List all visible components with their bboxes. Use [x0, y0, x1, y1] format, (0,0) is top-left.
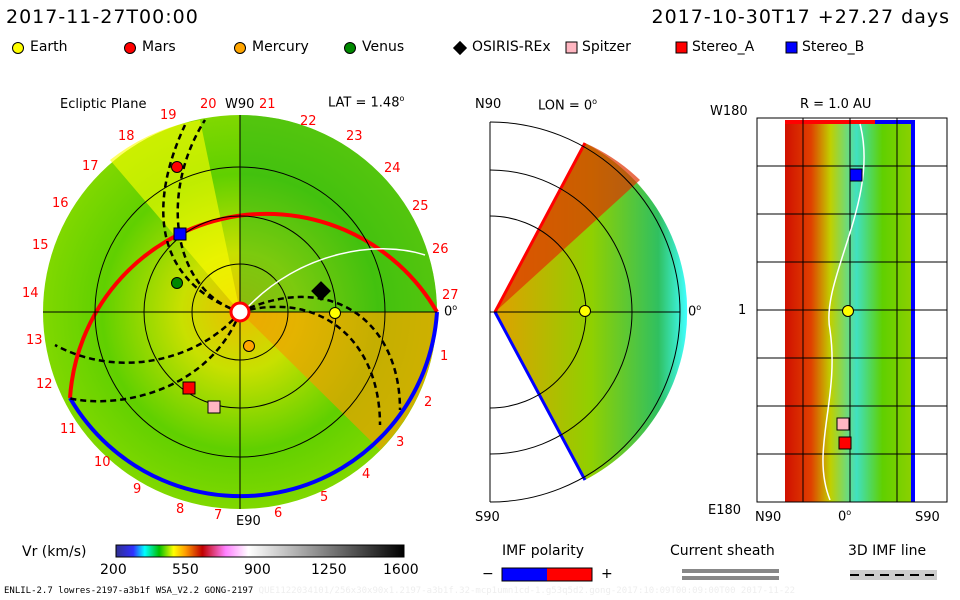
legend-earth: Earth	[30, 39, 68, 55]
n90-label: N90	[475, 97, 502, 112]
colorbar-tick: 200	[100, 562, 127, 578]
colorbar-tick: 550	[172, 562, 199, 578]
legend-mars: Mars	[142, 39, 176, 55]
radius-label: R = 1.0 AU	[800, 97, 872, 112]
colorbar-label: Vr (km/s)	[22, 544, 87, 560]
w180-label: W180	[710, 104, 748, 119]
carrington-day-label: 17	[82, 159, 99, 174]
footer-run-id: QUE1122034101/256x30x90x1.2197-a3b1f.32-…	[258, 586, 796, 596]
s90-label: S90	[475, 510, 500, 525]
legend-stereo-b: Stereo_B	[802, 39, 865, 55]
footer: ENLIL-2.7 lowres-2197-a3b1f WSA_V2.2 GON…	[4, 586, 795, 596]
legend-mercury: Mercury	[252, 39, 309, 55]
imf-line-label: 3D IMF line	[848, 543, 927, 559]
carrington-day-label: 5	[320, 490, 329, 505]
carrington-day-label: 11	[60, 422, 77, 437]
carrington-day-label: 10	[94, 455, 111, 470]
lon-label: LON = 0o	[538, 97, 598, 114]
imf-plus: +	[601, 566, 613, 582]
lat-label: LAT = 1.48o	[328, 94, 405, 111]
colorbar-tick: 1600	[383, 562, 419, 578]
e90-label: E90	[236, 514, 261, 529]
carrington-day-label: 22	[300, 114, 317, 129]
carrington-day-label: 20	[200, 97, 217, 112]
ecliptic-plane-panel	[43, 115, 439, 509]
legend-spitzer: Spitzer	[582, 39, 631, 55]
ecliptic-zero-label: 0o	[444, 303, 458, 320]
carrington-day-label: 4	[362, 467, 371, 482]
radial-x-0: 0o	[838, 508, 852, 525]
e180-label: E180	[708, 503, 742, 518]
meridional-zero-label: 0o	[688, 303, 702, 320]
legend-venus: Venus	[362, 39, 405, 55]
radial-mid-label: 1	[738, 303, 747, 318]
carrington-day-label: 9	[133, 482, 142, 497]
carrington-day-label: 15	[32, 238, 49, 253]
footer-model: ENLIL-2.7 lowres-2197-a3b1f WSA_V2.2 GON…	[4, 586, 254, 596]
imf-minus: −	[482, 566, 494, 582]
carrington-day-label: 13	[26, 333, 43, 348]
model-time: 2017-11-27T00:00	[6, 6, 199, 28]
carrington-day-label: 1	[440, 349, 449, 364]
colorbar	[115, 544, 405, 558]
legend-stereo-a: Stereo_A	[692, 39, 755, 55]
carrington-day-label: 2	[424, 395, 433, 410]
w90-label: W90	[225, 97, 255, 112]
carrington-day-label: 24	[384, 161, 401, 176]
carrington-day-label: 26	[432, 242, 449, 257]
imf-polarity-label: IMF polarity	[502, 543, 585, 559]
legend-osiris-rex: OSIRIS-REx	[472, 39, 551, 55]
colorbar-tick: 1250	[311, 562, 347, 578]
carrington-day-label: 6	[274, 506, 283, 521]
carrington-day-label: 27	[442, 288, 459, 303]
carrington-day-label: 23	[346, 129, 363, 144]
current-sheath-label: Current sheath	[670, 543, 775, 559]
radial-panel	[756, 117, 948, 503]
carrington-day-label: 12	[36, 377, 53, 392]
colorbar-tick: 900	[244, 562, 271, 578]
carrington-day-label: 8	[176, 502, 185, 517]
carrington-day-label: 25	[412, 199, 429, 214]
carrington-day-label: 19	[160, 108, 177, 123]
carrington-day-label: 14	[22, 286, 39, 301]
carrington-day-label: 18	[118, 129, 135, 144]
carrington-day-label: 3	[396, 435, 405, 450]
carrington-day-label: 7	[214, 508, 223, 523]
ecliptic-title: Ecliptic Plane	[60, 97, 147, 112]
run-info: 2017-10-30T17 +27.27 days	[651, 6, 950, 28]
carrington-day-label: 16	[52, 196, 69, 211]
carrington-day-label: 21	[259, 97, 276, 112]
meridional-panel	[489, 121, 688, 503]
radial-x-s90: S90	[915, 510, 940, 525]
radial-x-n90: N90	[755, 510, 782, 525]
